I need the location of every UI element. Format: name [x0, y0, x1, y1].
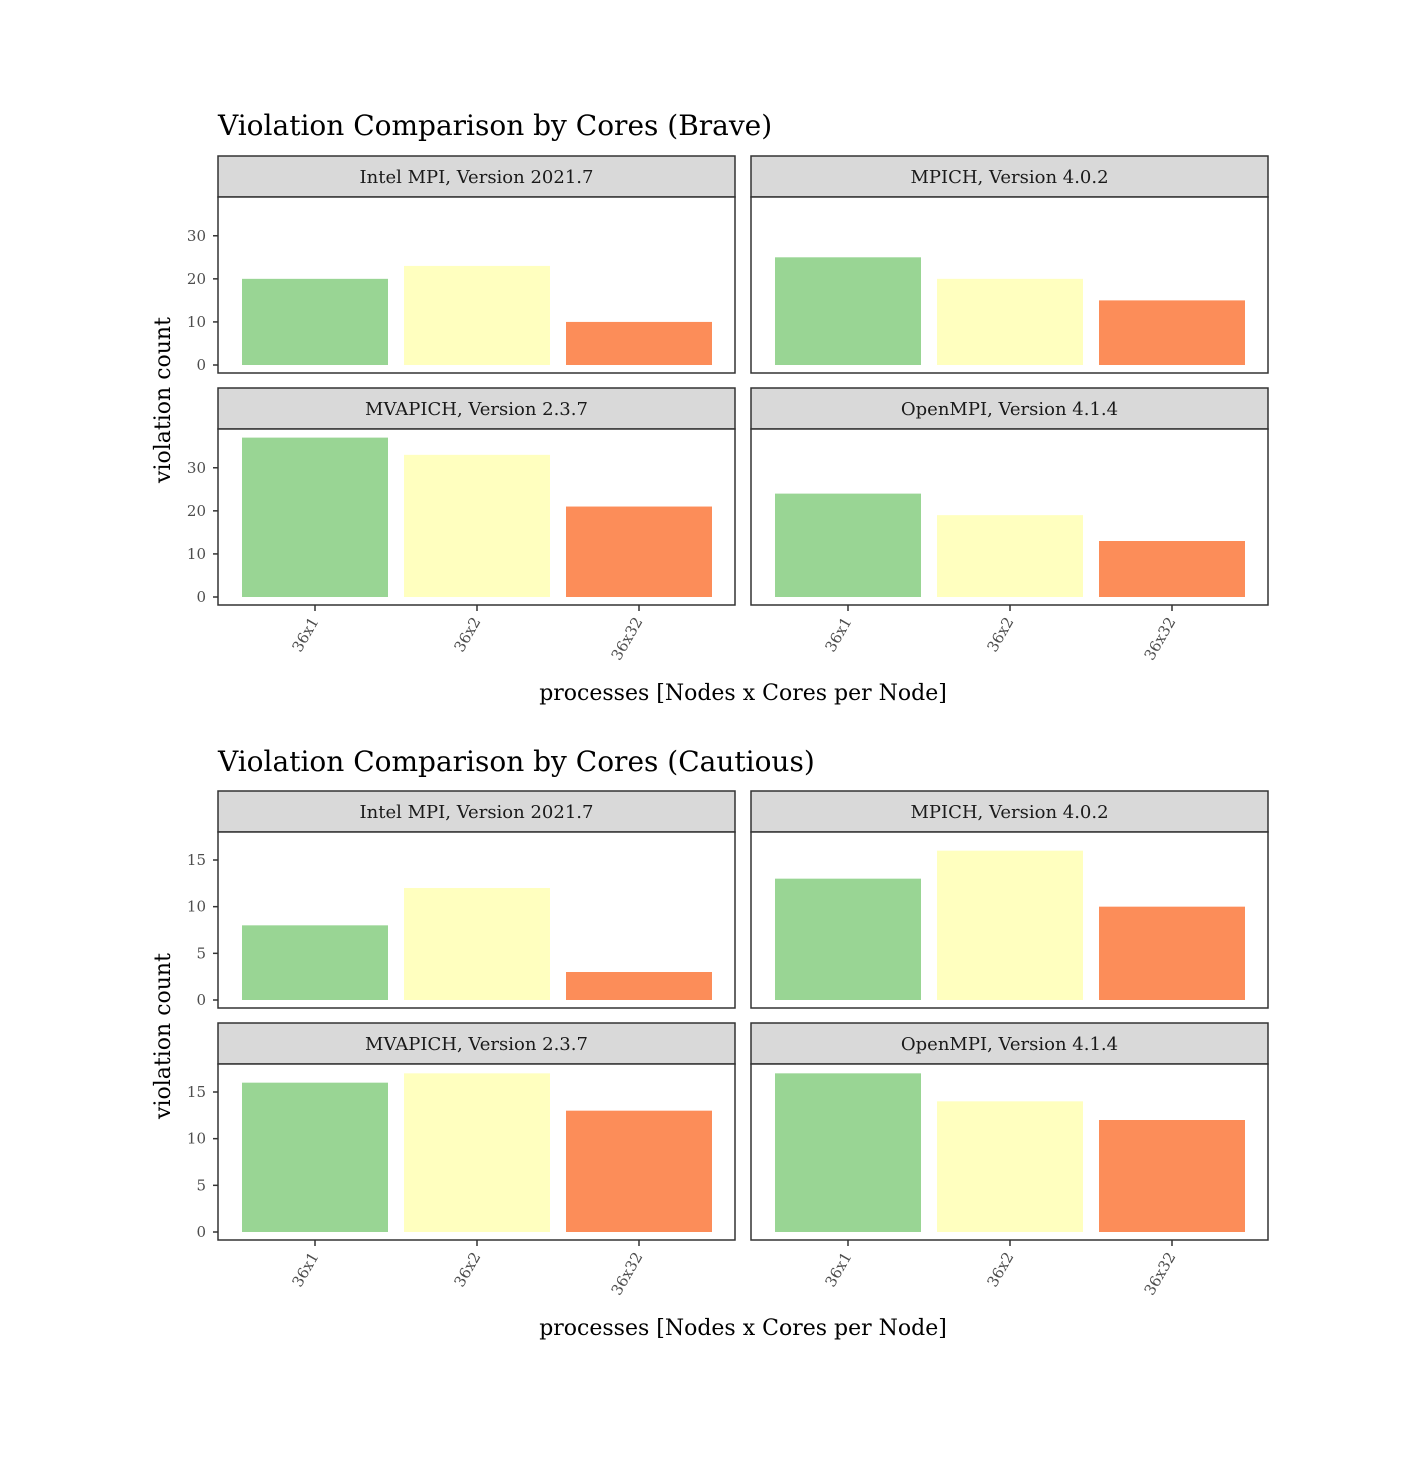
bar-brave-openmpi-36x32	[1099, 541, 1245, 597]
chart-title-cautious: Violation Comparison by Cores (Cautious)	[217, 745, 815, 778]
bar-cautious-openmpi-36x1	[775, 1073, 921, 1232]
x-tick-label-cautious-openmpi-36x1: 36x1	[821, 1249, 855, 1290]
x-axis-title-cautious: processes [Nodes x Cores per Node]	[539, 1316, 947, 1341]
bar-cautious-mvapich-36x1	[242, 1082, 388, 1232]
facet-border-cautious-mpich	[750, 831, 1269, 1009]
facet-label-brave-intel-mpi: Intel MPI, Version 2021.7	[360, 167, 594, 188]
x-tick-label-cautious-mvapich-36x2: 36x2	[450, 1249, 484, 1290]
facet-label-cautious-openmpi: OpenMPI, Version 4.1.4	[901, 1034, 1118, 1055]
facet-strip-cautious-intel-mpi	[217, 790, 736, 833]
facet-strip-cautious-mpich	[750, 790, 1269, 833]
facet-strip-brave-mpich	[750, 155, 1269, 198]
y-tick-label-cautious-mvapich-10: 10	[187, 1130, 206, 1148]
bar-brave-mpich-36x2	[937, 278, 1083, 365]
x-tick-label-cautious-mvapich-36x1: 36x1	[288, 1249, 322, 1290]
x-tick-label-brave-openmpi-36x1: 36x1	[821, 614, 855, 655]
x-axis-title-brave: processes [Nodes x Cores per Node]	[539, 681, 947, 706]
bar-cautious-mvapich-36x32	[566, 1110, 712, 1232]
chart-title-brave: Violation Comparison by Cores (Brave)	[217, 109, 772, 142]
y-tick-label-brave-mvapich-20: 20	[187, 502, 206, 520]
y-tick-label-cautious-mvapich-15: 15	[187, 1083, 206, 1101]
facet-label-brave-mpich: MPICH, Version 4.0.2	[910, 167, 1108, 188]
bar-cautious-mpich-36x2	[937, 850, 1083, 1000]
bar-cautious-openmpi-36x32	[1099, 1120, 1245, 1232]
y-tick-label-brave-intel-mpi-0: 0	[196, 356, 206, 374]
facet-strip-cautious-openmpi	[750, 1022, 1269, 1065]
y-tick-label-cautious-mvapich-5: 5	[196, 1176, 206, 1194]
bar-cautious-intel-mpi-36x2	[404, 888, 550, 1000]
x-tick-label-brave-mvapich-36x1: 36x1	[288, 614, 322, 655]
bar-brave-openmpi-36x1	[775, 493, 921, 597]
y-axis-title-cautious: violation count	[151, 953, 176, 1120]
facet-strip-brave-openmpi	[750, 387, 1269, 430]
y-tick-label-cautious-intel-mpi-5: 5	[196, 944, 206, 962]
y-tick-label-cautious-intel-mpi-10: 10	[187, 898, 206, 916]
y-tick-label-brave-mvapich-30: 30	[187, 459, 206, 477]
bar-cautious-openmpi-36x2	[937, 1101, 1083, 1232]
y-tick-label-cautious-mvapich-0: 0	[196, 1223, 206, 1241]
facet-label-brave-mvapich: MVAPICH, Version 2.3.7	[365, 399, 588, 420]
bar-brave-intel-mpi-36x1	[242, 278, 388, 365]
x-tick-label-cautious-mvapich-36x32: 36x32	[608, 1249, 647, 1298]
y-tick-label-cautious-intel-mpi-15: 15	[187, 851, 206, 869]
bar-cautious-intel-mpi-36x1	[242, 925, 388, 1000]
facet-strip-cautious-mvapich	[217, 1022, 736, 1065]
bar-brave-mvapich-36x1	[242, 437, 388, 597]
x-tick-label-cautious-openmpi-36x32: 36x32	[1141, 1249, 1180, 1298]
bar-brave-mvapich-36x2	[404, 454, 550, 597]
bar-cautious-mpich-36x32	[1099, 906, 1245, 1000]
facet-label-brave-openmpi: OpenMPI, Version 4.1.4	[901, 399, 1118, 420]
bar-brave-mvapich-36x32	[566, 506, 712, 597]
x-tick-label-brave-mvapich-36x32: 36x32	[608, 614, 647, 663]
y-tick-label-brave-intel-mpi-30: 30	[187, 227, 206, 245]
y-tick-label-cautious-intel-mpi-0: 0	[196, 991, 206, 1009]
bar-brave-openmpi-36x2	[937, 515, 1083, 597]
y-tick-label-brave-mvapich-10: 10	[187, 545, 206, 563]
facet-border-brave-intel-mpi	[217, 196, 736, 374]
bar-cautious-intel-mpi-36x32	[566, 972, 712, 1000]
bar-brave-intel-mpi-36x2	[404, 265, 550, 365]
facet-strip-brave-intel-mpi	[217, 155, 736, 198]
bar-brave-mpich-36x1	[775, 257, 921, 365]
facet-strip-brave-mvapich	[217, 387, 736, 430]
y-tick-label-brave-mvapich-0: 0	[196, 588, 206, 606]
x-tick-label-cautious-openmpi-36x2: 36x2	[983, 1249, 1017, 1290]
y-tick-label-brave-intel-mpi-10: 10	[187, 313, 206, 331]
y-tick-label-brave-intel-mpi-20: 20	[187, 270, 206, 288]
bar-brave-intel-mpi-36x32	[566, 321, 712, 365]
x-tick-label-brave-openmpi-36x2: 36x2	[983, 614, 1017, 655]
x-tick-label-brave-mvapich-36x2: 36x2	[450, 614, 484, 655]
facet-label-cautious-intel-mpi: Intel MPI, Version 2021.7	[360, 802, 594, 823]
bar-cautious-mpich-36x1	[775, 878, 921, 1000]
facet-border-cautious-intel-mpi	[217, 831, 736, 1009]
facet-label-cautious-mpich: MPICH, Version 4.0.2	[910, 802, 1108, 823]
y-axis-title-brave: violation count	[151, 317, 176, 484]
facet-label-cautious-mvapich: MVAPICH, Version 2.3.7	[365, 1034, 588, 1055]
bar-brave-mpich-36x32	[1099, 300, 1245, 365]
bar-cautious-mvapich-36x2	[404, 1073, 550, 1232]
x-tick-label-brave-openmpi-36x32: 36x32	[1141, 614, 1180, 663]
facet-border-brave-mpich	[750, 196, 1269, 374]
